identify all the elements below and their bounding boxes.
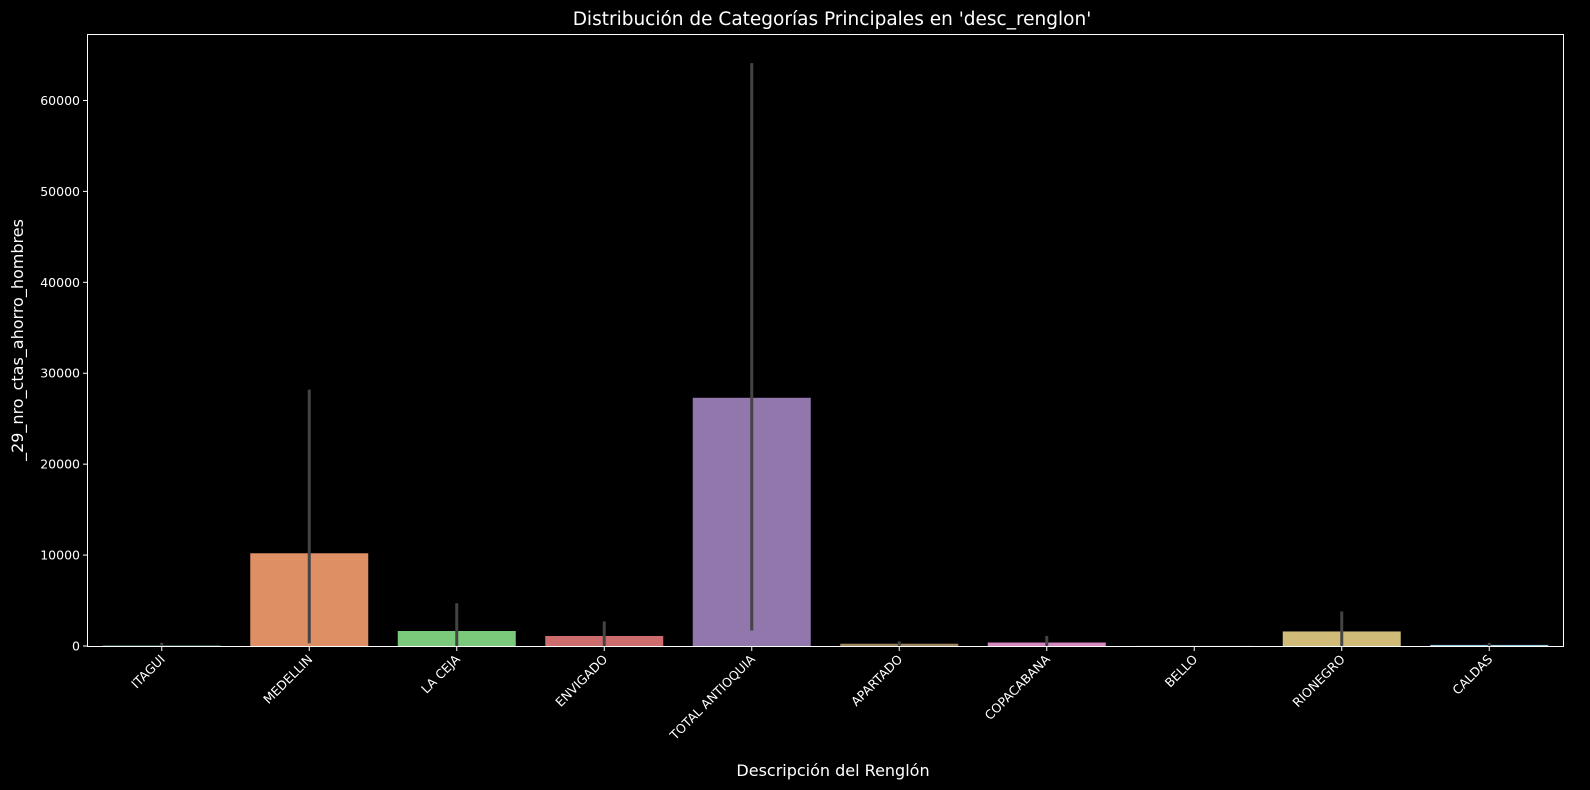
y-tick-label: 0 — [72, 639, 80, 654]
y-axis: 0 10000 20000 30000 40000 50000 60000 — [40, 93, 88, 654]
y-tick-label: 60000 — [40, 93, 80, 108]
y-axis-title: _29_nro_ctas_ahorro_hombres — [8, 219, 28, 462]
y-tick-label: 40000 — [40, 275, 80, 290]
y-tick-label: 30000 — [40, 366, 80, 381]
error-bars — [160, 63, 1491, 646]
y-tick-label: 20000 — [40, 457, 80, 472]
chart-title: Distribución de Categorías Principales e… — [573, 9, 1092, 30]
x-axis-title: Descripción del Renglón — [736, 761, 929, 780]
y-tick-label: 10000 — [40, 548, 80, 563]
y-tick-label: 50000 — [40, 184, 80, 199]
plot-frame — [87, 34, 1564, 647]
